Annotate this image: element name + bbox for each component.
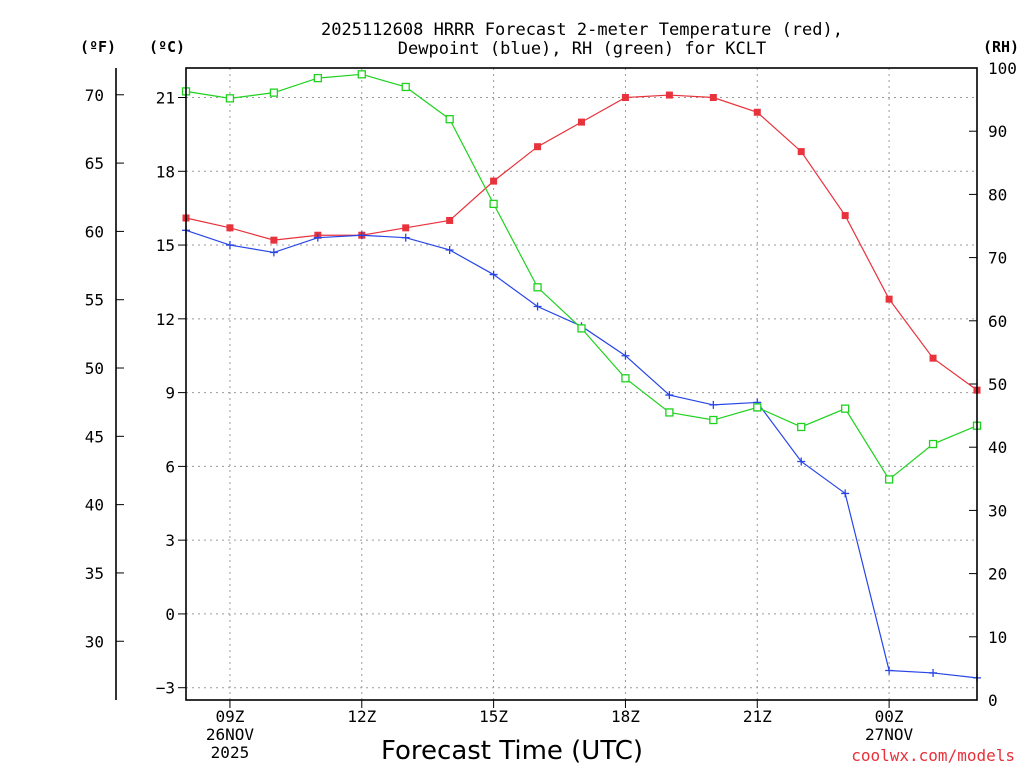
dewpoint-point [489,270,498,279]
temperature-point [753,108,761,116]
temperature-point [446,216,454,224]
fahrenheit-tick-label: 30 [85,632,104,651]
rh-point [313,73,322,83]
temperature-point [841,212,849,220]
chart-title-line1: 2025112608 HRRR Forecast 2-meter Tempera… [321,20,843,40]
dewpoint-point [885,666,894,675]
dewpoint-point [357,231,366,240]
axis-ticks: 211815129630−370656055504540353010090807… [85,59,1017,762]
temperature-point [270,236,278,244]
rh-tick-label: 50 [988,375,1007,394]
rh-point [884,475,894,484]
celsius-tick-label: −3 [156,679,175,698]
time-tick-label: 00Z [875,707,904,726]
dewpoint-point [709,400,718,409]
celsius-tick-label: 18 [156,162,175,181]
credit-text: coolwx.com/models [851,746,1015,765]
rh-point [577,324,586,333]
rh-tick-label: 10 [988,628,1007,647]
fahrenheit-tick-label: 65 [85,154,104,173]
rh-tick-label: 90 [988,122,1007,141]
time-tick-label: 27NOV [865,725,914,744]
celsius-tick-label: 6 [165,457,175,476]
rh-tick-label: 60 [988,312,1007,331]
x-axis-label: Forecast Time (UTC) [381,736,643,766]
plot-frame [185,67,978,701]
dewpoint-point [841,489,850,498]
rh-tick-label: 30 [988,501,1007,520]
fahrenheit-tick-label: 70 [85,86,104,105]
temperature-point [797,148,805,156]
rh-point [621,374,630,383]
rh-axis-unit: (RH) [983,38,1019,56]
rh-tick-label: 100 [988,59,1017,78]
time-tick-label: 12Z [347,707,376,726]
dewpoint-point [665,391,674,400]
rh-point [533,283,542,292]
dewpoint-line [185,229,978,679]
temperature-point [578,118,585,126]
celsius-tick-label: 3 [165,531,175,550]
time-tick-label: 15Z [479,707,508,726]
temperature-point [621,94,629,102]
temperature-point [709,94,717,102]
rh-point [797,422,806,432]
time-tick-label: 26NOV [206,725,255,744]
time-tick-label: 2025 [211,743,250,762]
temperature-point [885,295,893,303]
rh-tick-label: 80 [988,185,1007,204]
rh-point [401,82,410,92]
fahrenheit-tick-label: 55 [85,291,104,310]
dewpoint-point [533,302,542,311]
dewpoint-point [225,241,234,250]
temperature-point [929,354,937,362]
rh-point [841,404,850,413]
rh-point [665,408,674,417]
dewpoint-point [269,248,278,257]
rh-point [489,199,498,209]
fahrenheit-tick-label: 40 [85,496,104,515]
celsius-tick-label: 21 [156,89,175,108]
dewpoint-point [445,245,454,254]
dewpoint-point [313,233,322,242]
fahrenheit-axis-unit: (ºF) [80,38,116,56]
rh-line [185,73,978,481]
time-tick-label: 18Z [611,707,640,726]
celsius-axis-unit: (ºC) [149,38,185,56]
fahrenheit-tick-label: 45 [85,427,104,446]
celsius-tick-label: 15 [156,236,175,255]
fahrenheit-tick-label: 60 [85,222,104,241]
grid-lines [186,68,977,700]
fahrenheit-tick-label: 35 [85,564,104,583]
rh-point [753,403,762,412]
data-series [181,70,982,682]
rh-tick-label: 70 [988,249,1007,268]
chart-title-line2: Dewpoint (blue), RH (green) for KCLT [398,39,766,59]
dewpoint-point [401,233,410,242]
dewpoint-point [797,457,806,466]
dewpoint-point [621,351,630,360]
temperature-point [665,91,673,99]
rh-point [225,94,235,103]
temperature-point [226,224,234,232]
time-tick-label: 09Z [215,707,244,726]
temperature-point [402,224,410,232]
rh-tick-label: 40 [988,438,1007,457]
rh-point [445,115,454,124]
rh-tick-label: 0 [988,691,998,710]
fahrenheit-tick-label: 50 [85,359,104,378]
celsius-tick-label: 9 [165,384,175,403]
temperature-point [490,177,498,185]
rh-tick-label: 20 [988,565,1007,584]
celsius-tick-label: 12 [156,310,175,329]
temperature-point [534,143,542,151]
dewpoint-point [929,668,938,677]
celsius-tick-label: 0 [165,605,175,624]
rh-point [269,88,279,97]
time-tick-label: 21Z [743,707,772,726]
rh-point [357,70,366,79]
rh-point [709,415,718,425]
rh-point [928,439,938,449]
